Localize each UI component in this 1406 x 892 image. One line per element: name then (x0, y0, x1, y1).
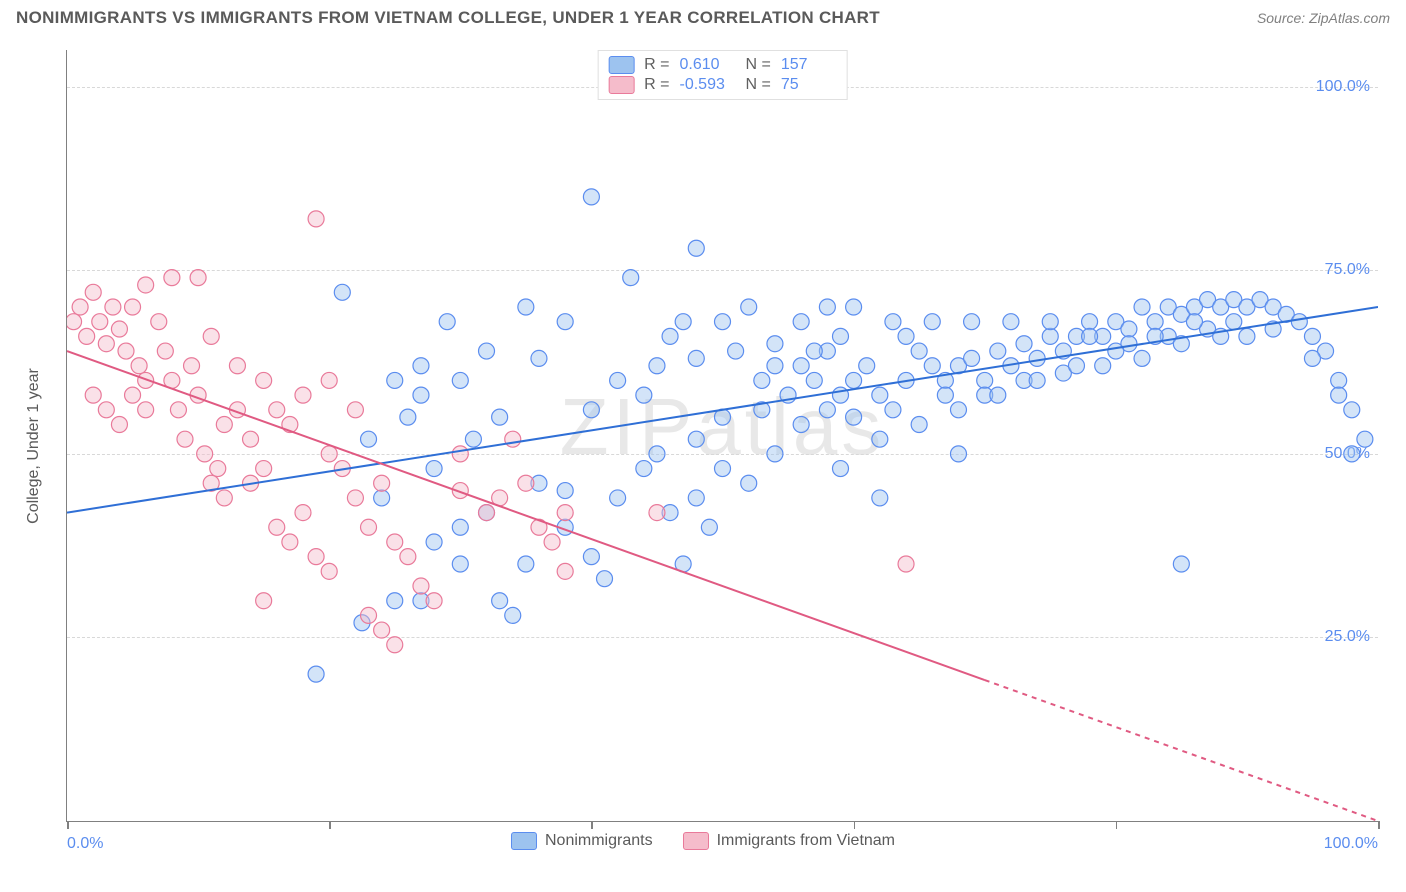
legend-row-series-1: R = 0.610 N = 157 (608, 55, 837, 75)
series-legend: Nonimmigrants Immigrants from Vietnam (511, 832, 895, 850)
n-value-2: 75 (781, 76, 837, 94)
r-value-2: -0.593 (680, 76, 736, 94)
chart-title: NONIMMIGRANTS VS IMMIGRANTS FROM VIETNAM… (16, 8, 880, 28)
chart-container: College, Under 1 year ZIPatlas R = 0.610… (16, 40, 1390, 852)
n-label: N = (746, 56, 771, 74)
legend-label-1: Nonimmigrants (545, 832, 653, 850)
y-axis-label: College, Under 1 year (25, 368, 43, 524)
swatch-icon (511, 832, 537, 850)
source-attribution: Source: ZipAtlas.com (1257, 10, 1390, 26)
legend-item-2: Immigrants from Vietnam (683, 832, 895, 850)
correlation-legend: R = 0.610 N = 157 R = -0.593 N = 75 (597, 50, 848, 100)
x-tick-label: 0.0% (67, 835, 103, 853)
r-label: R = (644, 56, 669, 74)
r-label: R = (644, 76, 669, 94)
r-value-1: 0.610 (680, 56, 736, 74)
swatch-icon (683, 832, 709, 850)
legend-item-1: Nonimmigrants (511, 832, 653, 850)
n-value-1: 157 (781, 56, 837, 74)
legend-row-series-2: R = -0.593 N = 75 (608, 75, 837, 95)
plot-area: ZIPatlas R = 0.610 N = 157 R = -0.593 N … (66, 50, 1378, 822)
swatch-series-1 (608, 56, 634, 74)
scatter-svg (67, 50, 1378, 821)
legend-label-2: Immigrants from Vietnam (717, 832, 895, 850)
swatch-series-2 (608, 76, 634, 94)
n-label: N = (746, 76, 771, 94)
x-tick-label: 100.0% (1324, 835, 1378, 853)
